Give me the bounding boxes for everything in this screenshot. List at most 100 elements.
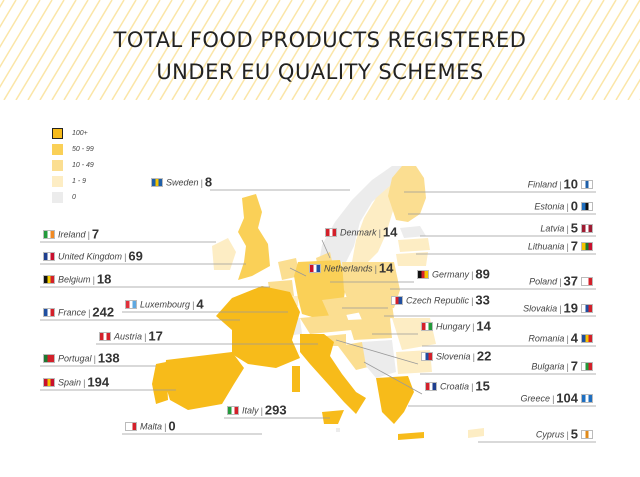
region-lithuania — [396, 252, 428, 266]
flag-icon-sweden — [151, 178, 163, 188]
region-balkans-other — [362, 340, 396, 378]
hatch-stroke — [543, 0, 605, 100]
separator: | — [93, 353, 96, 364]
country-value: 8 — [204, 174, 213, 190]
flag-icon-ireland — [43, 230, 55, 240]
legend-label: 0 — [72, 194, 76, 201]
hatch-stroke — [567, 0, 629, 100]
legend-label: 50 - 99 — [72, 146, 94, 153]
country-name: Denmark — [340, 227, 377, 238]
hatch-stroke — [0, 0, 53, 89]
legend-item-1-9: 1 - 9 — [52, 176, 172, 188]
hatch-stroke — [375, 0, 437, 100]
title-line-2: UNDER EU QUALITY SCHEMES — [156, 60, 484, 84]
hatch-stroke — [471, 0, 533, 100]
country-value: 4 — [570, 330, 578, 346]
country-label-sweden: Sweden | 8 — [148, 174, 212, 190]
hatch-stroke — [483, 0, 545, 100]
country-label-slovakia: Slovakia | 19 — [523, 300, 596, 316]
country-shapes — [152, 166, 484, 440]
country-name: Slovenia — [436, 351, 471, 362]
legend-label: 100+ — [72, 130, 88, 137]
country-value: 7 — [91, 226, 100, 242]
country-name: Estonia — [534, 201, 565, 212]
hatch-stroke — [0, 0, 29, 49]
flag-icon-estonia — [581, 202, 593, 212]
legend-label: 1 - 9 — [72, 178, 87, 185]
hatch-stroke — [75, 0, 137, 100]
separator: | — [87, 229, 90, 240]
hatch-stroke — [411, 0, 473, 100]
country-label-romania: Romania | 4 — [528, 330, 596, 346]
region-norway — [318, 166, 408, 272]
country-label-slovenia: Slovenia | 22 — [418, 348, 491, 364]
hatch-stroke — [531, 0, 593, 100]
flag-icon-hungary — [421, 322, 433, 332]
leader-line-croatia — [363, 361, 423, 395]
region-italy — [300, 334, 366, 414]
title-line-1: TOTAL FOOD PRODUCTS REGISTERED — [113, 28, 527, 52]
country-label-poland: Poland | 37 — [529, 273, 596, 289]
country-name: Italy — [242, 405, 259, 416]
country-label-ireland: Ireland | 7 — [40, 226, 99, 242]
hatch-stroke — [363, 0, 425, 100]
country-name: Finland — [527, 179, 558, 190]
hatch-stroke — [591, 18, 640, 100]
country-value: 22 — [476, 348, 492, 364]
legend-swatch — [52, 128, 63, 139]
region-malta — [336, 428, 340, 432]
header-banner: TOTAL FOOD PRODUCTS REGISTERED UNDER EU … — [0, 0, 640, 100]
country-name: Cyprus — [535, 429, 565, 440]
region-czech-republic — [322, 296, 362, 318]
flag-icon-lithuania — [581, 242, 593, 252]
hatch-stroke — [63, 0, 125, 100]
hatch-stroke — [99, 0, 161, 100]
region-cyprus — [468, 428, 484, 438]
hatch-stroke — [135, 0, 197, 100]
separator: | — [200, 177, 203, 188]
hatch-pattern — [0, 0, 640, 100]
country-label-denmark: Denmark | 14 — [322, 224, 397, 240]
separator: | — [192, 299, 195, 310]
separator: | — [124, 251, 127, 262]
hatch-stroke — [303, 0, 365, 100]
country-value: 0 — [168, 418, 176, 434]
hatch-stroke — [579, 0, 640, 100]
separator: | — [566, 429, 569, 440]
hatch-stroke — [495, 0, 557, 100]
region-austria — [300, 314, 352, 334]
hatch-stroke — [27, 0, 89, 100]
country-name: Croatia — [440, 381, 470, 392]
country-value: 14 — [378, 260, 394, 276]
country-label-spain: Spain | 194 — [40, 374, 109, 390]
country-name: Romania — [528, 333, 565, 344]
hatch-stroke — [387, 0, 449, 100]
country-name: Austria — [114, 331, 143, 342]
country-value: 7 — [570, 238, 578, 254]
flag-icon-spain — [43, 378, 55, 388]
country-name: Czech Republic — [406, 295, 470, 306]
region-portugal — [152, 362, 168, 404]
hatch-stroke — [603, 38, 640, 100]
hatch-stroke — [147, 0, 209, 100]
country-value: 7 — [570, 358, 578, 374]
country-label-belgium: Belgium | 18 — [40, 271, 111, 287]
hatch-stroke — [291, 0, 353, 100]
country-value: 33 — [475, 292, 490, 308]
country-value: 18 — [96, 271, 112, 287]
country-name: United Kingdom — [58, 251, 123, 262]
country-value: 138 — [97, 350, 120, 366]
country-name: Belgium — [58, 274, 91, 285]
flag-icon-romania — [581, 334, 593, 344]
hatch-stroke — [447, 0, 509, 100]
country-label-united-kingdom: United Kingdom | 69 — [40, 248, 143, 264]
hatch-stroke — [111, 0, 173, 100]
flag-icon-portugal — [43, 354, 55, 364]
separator: | — [471, 381, 474, 392]
flag-icon-bulgaria — [581, 362, 593, 372]
flag-icon-france — [43, 308, 55, 318]
hatch-stroke — [3, 0, 65, 100]
region-latvia — [398, 238, 430, 252]
hatch-stroke — [435, 0, 497, 100]
flag-icon-poland — [581, 277, 593, 287]
